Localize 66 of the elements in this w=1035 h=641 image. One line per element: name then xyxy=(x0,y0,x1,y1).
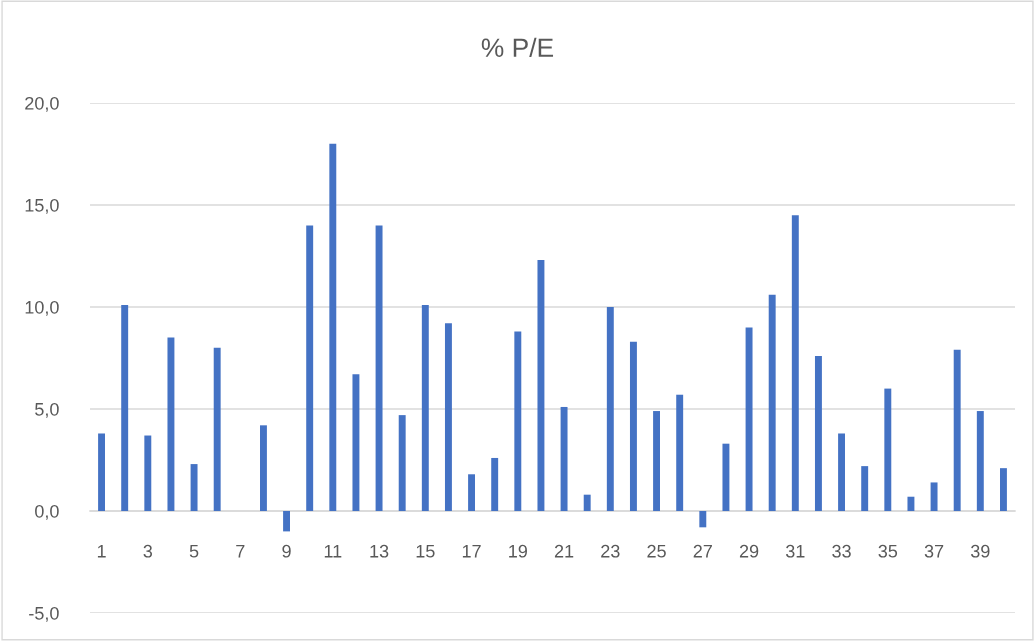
x-tick-label: 15 xyxy=(416,545,435,558)
bar xyxy=(375,225,383,511)
x-tick-label: 29 xyxy=(739,544,759,558)
x-tick-label: 33 xyxy=(832,544,851,558)
chart-title: % P/E xyxy=(481,37,554,58)
bar xyxy=(98,433,106,511)
bar xyxy=(699,511,707,528)
bar xyxy=(722,443,730,511)
bar xyxy=(352,374,360,511)
bar xyxy=(838,433,846,511)
x-tick-label: 27 xyxy=(693,544,712,558)
bar xyxy=(537,260,545,511)
bar xyxy=(121,304,129,511)
bar xyxy=(930,482,938,511)
x-tick-label: 13 xyxy=(370,544,389,558)
bar xyxy=(629,341,637,511)
bar xyxy=(976,411,984,511)
y-tick-label: 20,0 xyxy=(25,96,59,112)
bar xyxy=(745,327,753,511)
bar xyxy=(468,474,476,511)
x-tick-label: 17 xyxy=(462,545,481,558)
bar xyxy=(560,406,568,511)
x-tick-label: 5 xyxy=(189,545,199,558)
x-tick-label: 21 xyxy=(554,544,574,558)
x-tick-label: 19 xyxy=(509,544,527,558)
bar xyxy=(791,215,799,511)
bar xyxy=(306,225,314,511)
bar xyxy=(144,435,152,511)
x-tick-label: 3 xyxy=(143,544,153,558)
bar xyxy=(213,347,221,511)
bar xyxy=(190,464,198,511)
bar xyxy=(768,294,776,511)
x-tick-label: 35 xyxy=(878,544,898,558)
y-tick-label: 5,0 xyxy=(35,402,59,418)
bar xyxy=(491,457,499,511)
bar xyxy=(167,337,175,511)
y-tick-label: 0,0 xyxy=(35,504,59,520)
y-tick-label: -5,0 xyxy=(29,606,59,622)
x-tick-label: 37 xyxy=(924,544,944,558)
x-tick-label: 25 xyxy=(647,544,666,558)
y-tick-label: 15,0 xyxy=(25,198,59,214)
y-tick-label: 10,0 xyxy=(25,300,59,316)
bar xyxy=(398,415,406,511)
bar xyxy=(329,143,337,511)
bar xyxy=(814,355,822,511)
bar xyxy=(953,349,961,511)
bar xyxy=(283,511,291,532)
bar xyxy=(514,331,522,511)
bar xyxy=(653,411,661,511)
bar xyxy=(583,494,591,511)
x-tick-label: 23 xyxy=(601,544,620,558)
x-tick-label: 39 xyxy=(970,544,990,558)
x-tick-label: 9 xyxy=(282,544,291,558)
bar xyxy=(444,323,452,511)
bar xyxy=(861,466,869,511)
x-tick-label: 7 xyxy=(236,545,245,558)
bar xyxy=(999,468,1007,511)
x-tick-label: 31 xyxy=(785,544,805,558)
bar xyxy=(259,425,267,511)
bar xyxy=(884,388,892,511)
bar xyxy=(907,496,915,511)
x-tick-label: 11 xyxy=(324,545,342,558)
bar xyxy=(606,307,614,511)
bar xyxy=(676,394,684,511)
x-tick-label: 1 xyxy=(97,545,106,558)
bar xyxy=(421,304,429,511)
